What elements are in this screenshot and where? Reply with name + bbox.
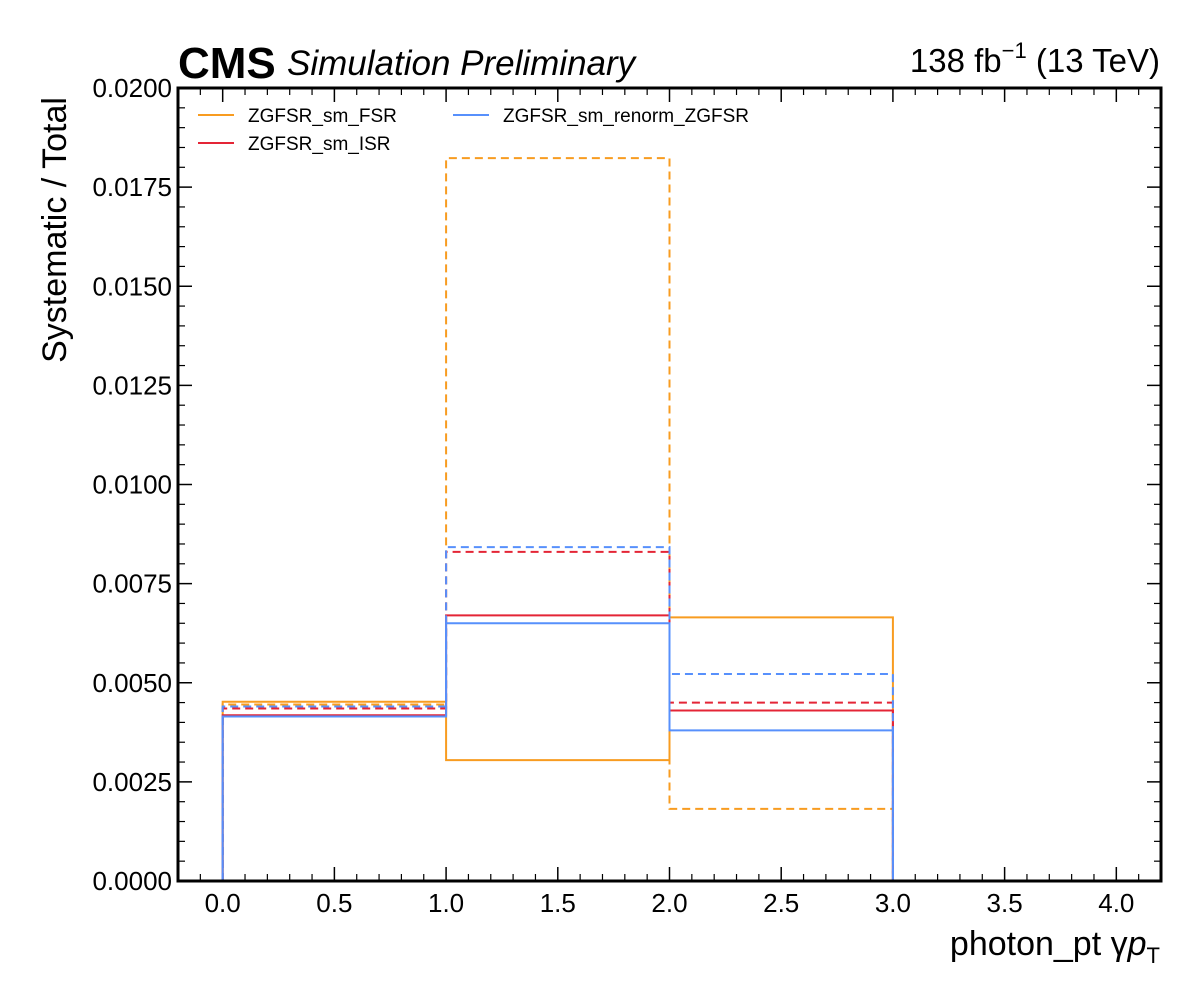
experiment-label: CMS — [178, 39, 276, 88]
series-lines — [221, 157, 894, 881]
x-tick-label: 0.5 — [316, 888, 352, 918]
y-tick-label: 0.0150 — [92, 271, 172, 301]
y-tick-label: 0.0175 — [92, 172, 172, 202]
x-tick-label: 3.0 — [875, 888, 911, 918]
status-label: Simulation Preliminary — [287, 44, 638, 83]
legend: ZGFSR_sm_FSR ZGFSR_sm_ISR ZGFSR_sm_renorm_… — [198, 106, 749, 155]
series-zgfsr-sm-fsr-solid — [221, 616, 894, 881]
x-tick-label: 0.0 — [205, 888, 241, 918]
series-zgfsr-sm-renorm-zgfsr-solid — [221, 622, 894, 881]
tick-labels: 0.0 0.5 1.0 1.5 2.0 2.5 3.0 3.5 4.0 0.0000 0.0025 0… — [92, 73, 1134, 918]
lumi-label: 138 fb−1 (13 TeV) — [910, 38, 1160, 79]
series-zgfsr-sm-renorm-zgfsr-dashed — [221, 546, 894, 881]
x-axis-title-p: p — [1127, 925, 1147, 963]
legend-label: ZGFSR_sm_ISR — [248, 134, 391, 155]
energy-label: (13 TeV) — [1036, 42, 1160, 79]
x-axis-title-sub: T — [1147, 943, 1160, 968]
lumi-space — [1027, 42, 1036, 79]
series-zgfsr-sm-isr-dashed — [221, 550, 894, 881]
x-axis-title-main: photon_pt — [950, 925, 1102, 963]
plot-frame — [176, 86, 1163, 883]
y-tick-label: 0.0125 — [92, 370, 172, 400]
y-tick-label: 0.0075 — [92, 569, 172, 599]
y-tick-label: 0.0100 — [92, 470, 172, 500]
x-tick-label: 1.0 — [428, 888, 464, 918]
series-zgfsr-sm-fsr-dashed — [221, 157, 894, 881]
legend-label: ZGFSR_sm_renorm_ZGFSR — [503, 106, 749, 127]
lumi-exponent: −1 — [1002, 38, 1027, 63]
x-tick-label: 4.0 — [1098, 888, 1134, 918]
lumi-value: 138 fb — [910, 42, 1002, 79]
y-tick-label: 0.0000 — [92, 866, 172, 896]
y-tick-label: 0.0025 — [92, 767, 172, 797]
x-tick-label: 3.5 — [987, 888, 1023, 918]
x-axis-title-gap — [1101, 925, 1110, 963]
x-tick-label: 2.0 — [651, 888, 687, 918]
x-tick-label: 2.5 — [763, 888, 799, 918]
x-tick-label: 1.5 — [540, 888, 576, 918]
y-tick-label: 0.0200 — [92, 73, 172, 103]
y-axis-title: Systematic / Total — [36, 97, 74, 363]
y-tick-label: 0.0050 — [92, 668, 172, 698]
x-axis-title-symbol: γ — [1111, 925, 1128, 963]
series-zgfsr-sm-isr-solid — [221, 614, 894, 881]
x-axis-title: photon_pt γpT — [950, 925, 1160, 968]
legend-label: ZGFSR_sm_FSR — [248, 106, 397, 127]
